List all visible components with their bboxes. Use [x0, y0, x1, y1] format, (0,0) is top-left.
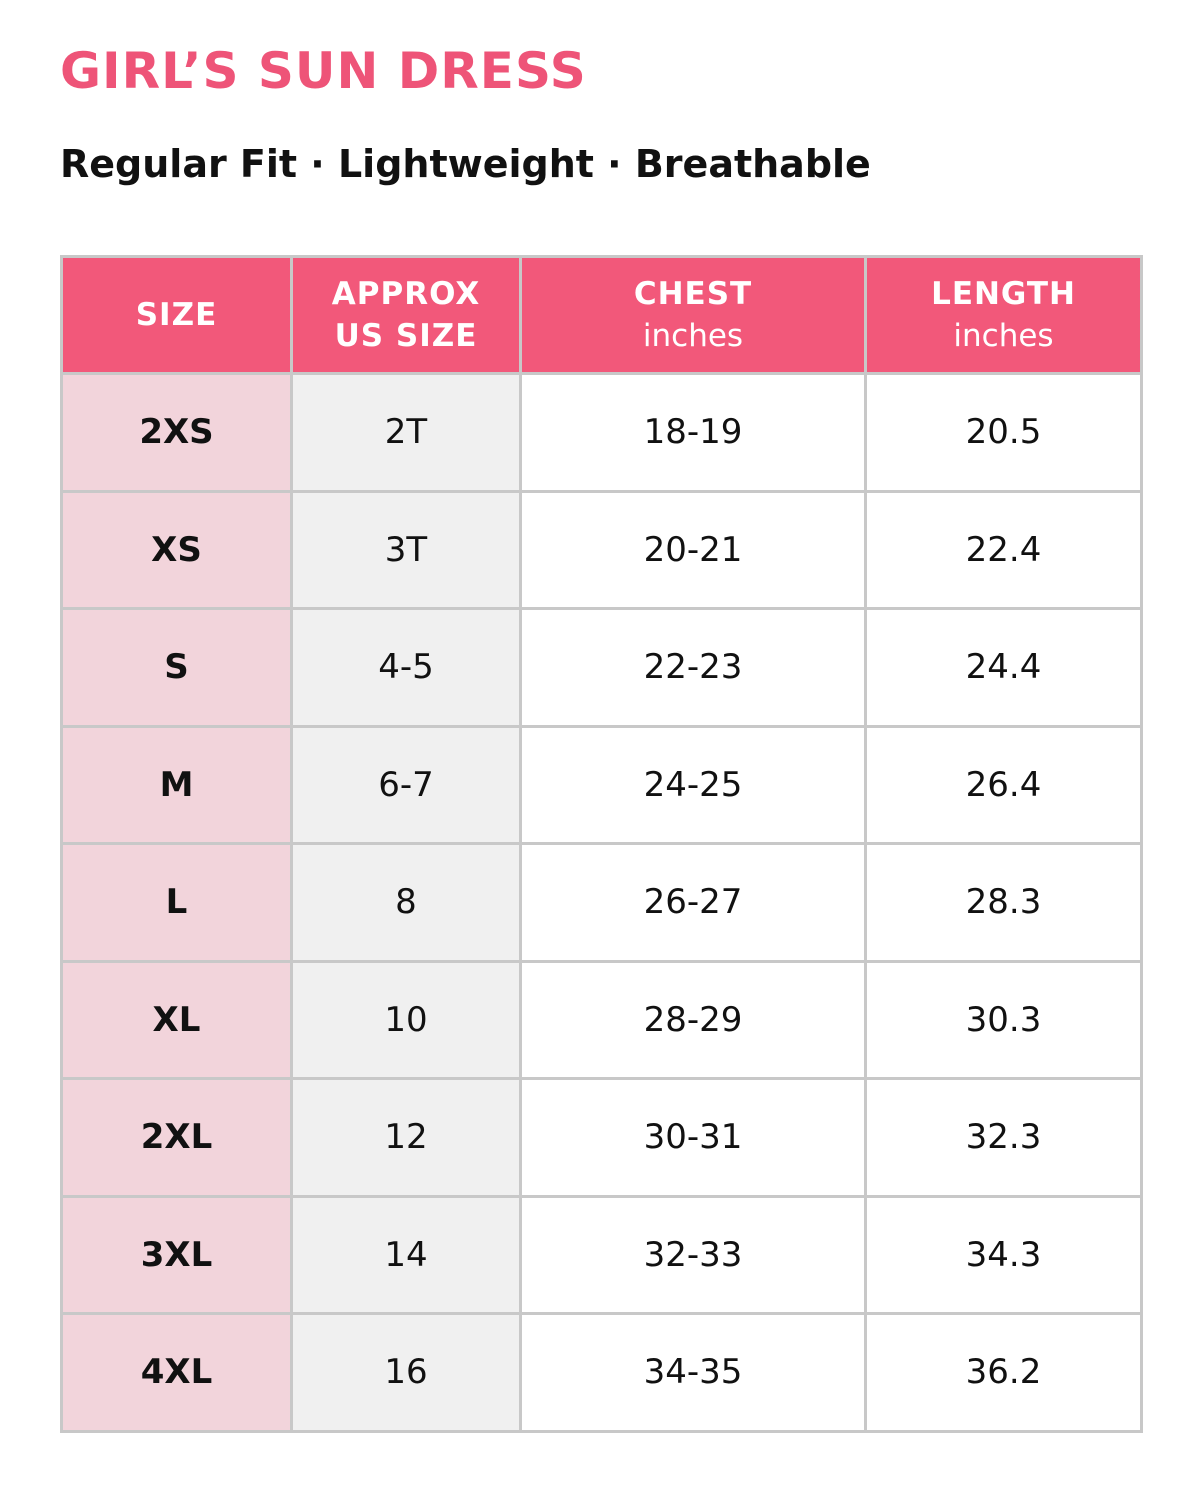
table-cell: 28-29 [519, 959, 867, 1080]
table-cell: 30-31 [519, 1077, 867, 1198]
table-cell: 28.3 [864, 842, 1143, 963]
table-cell: XL [60, 959, 293, 1080]
table-cell: L [60, 842, 293, 963]
table-cell: 14 [290, 1194, 522, 1315]
header-label: APPROX [331, 276, 481, 312]
table-cell: 2T [290, 372, 522, 493]
header-label: CHEST [633, 276, 753, 312]
table-cell: 30.3 [864, 959, 1143, 1080]
size-table: SIZE APPROX US SIZE CHEST inches LENGTH inches… [60, 255, 1143, 1433]
table-cell: 34.3 [864, 1194, 1143, 1315]
table-cell: 36.2 [864, 1312, 1143, 1433]
table-cell: 8 [290, 842, 522, 963]
table-cell: 22.4 [864, 489, 1143, 610]
title: GIRL’S SUN DRESS [60, 42, 587, 100]
table-cell: S [60, 607, 293, 728]
table-cell: 2XL [60, 1077, 293, 1198]
table-row: S 4-5 22-23 24.4 [60, 607, 1143, 728]
table-cell: XS [60, 489, 293, 610]
table-cell: 24-25 [519, 724, 867, 845]
header-cell: APPROX US SIZE [290, 255, 522, 375]
table-cell: 4-5 [290, 607, 522, 728]
header-label: US SIZE [334, 318, 478, 354]
table-cell: M [60, 724, 293, 845]
table-cell: 26.4 [864, 724, 1143, 845]
table-row: 2XS 2T 18-19 20.5 [60, 372, 1143, 493]
table-cell: 18-19 [519, 372, 867, 493]
table-row: L 8 26-27 28.3 [60, 842, 1143, 963]
header-unit: inches [642, 318, 744, 354]
table-cell: 20-21 [519, 489, 867, 610]
table-cell: 6-7 [290, 724, 522, 845]
subtitle: Regular Fit · Lightweight · Breathable [60, 142, 871, 186]
table-cell: 26-27 [519, 842, 867, 963]
table-cell: 32.3 [864, 1077, 1143, 1198]
table-cell: 2XS [60, 372, 293, 493]
table-cell: 16 [290, 1312, 522, 1433]
header-cell: LENGTH inches [864, 255, 1143, 375]
header-label: SIZE [135, 297, 218, 333]
table-row: XL 10 28-29 30.3 [60, 959, 1143, 1080]
table-cell: 22-23 [519, 607, 867, 728]
table-cell: 3T [290, 489, 522, 610]
table-cell: 34-35 [519, 1312, 867, 1433]
table-row: XS 3T 20-21 22.4 [60, 489, 1143, 610]
table-cell: 3XL [60, 1194, 293, 1315]
header-cell: SIZE [60, 255, 293, 375]
header-unit: inches [953, 318, 1054, 354]
header-cell: CHEST inches [519, 255, 867, 375]
table-row: 2XL 12 30-31 32.3 [60, 1077, 1143, 1198]
table-cell: 4XL [60, 1312, 293, 1433]
table-row: 3XL 14 32-33 34.3 [60, 1194, 1143, 1315]
table-row: 4XL 16 34-35 36.2 [60, 1312, 1143, 1433]
table-cell: 12 [290, 1077, 522, 1198]
table-cell: 32-33 [519, 1194, 867, 1315]
table-cell: 24.4 [864, 607, 1143, 728]
table-cell: 10 [290, 959, 522, 1080]
header-label: LENGTH [931, 276, 1076, 312]
header-row: SIZE APPROX US SIZE CHEST inches LENGTH inches [60, 255, 1143, 375]
table-row: M 6-7 24-25 26.4 [60, 724, 1143, 845]
table-cell: 20.5 [864, 372, 1143, 493]
